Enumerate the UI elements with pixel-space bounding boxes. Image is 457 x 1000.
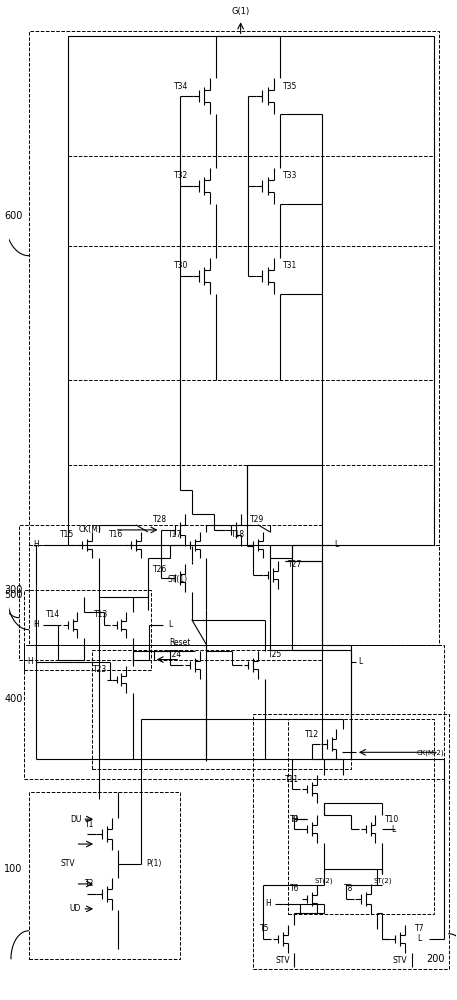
Text: 600: 600 [5, 211, 23, 221]
Text: G(1): G(1) [232, 7, 250, 16]
Text: T26: T26 [153, 565, 167, 574]
Text: T11: T11 [285, 775, 299, 784]
Bar [29, 792, 180, 959]
Text: T6: T6 [290, 884, 299, 893]
Text: STV: STV [393, 956, 407, 965]
Text: H: H [33, 620, 39, 629]
Text: H: H [265, 899, 271, 908]
Text: P(1): P(1) [146, 859, 161, 868]
Text: T9: T9 [290, 815, 299, 824]
Text: L: L [391, 825, 395, 834]
Text: Reset: Reset [170, 638, 191, 647]
Text: T34: T34 [174, 82, 188, 91]
Bar [287, 719, 434, 914]
Text: T10: T10 [385, 815, 399, 824]
Text: 200: 200 [426, 954, 445, 964]
Text: UD: UD [70, 904, 81, 913]
Text: T15: T15 [60, 530, 74, 539]
Text: T17: T17 [168, 530, 182, 539]
Text: T13: T13 [95, 610, 109, 619]
Text: T8: T8 [344, 884, 353, 893]
Bar [24, 645, 444, 779]
Text: T1: T1 [85, 820, 94, 829]
Text: L: L [168, 620, 172, 629]
Text: ST(2): ST(2) [373, 878, 392, 884]
Text: T16: T16 [109, 530, 123, 539]
Text: 100: 100 [5, 864, 23, 874]
Text: STV: STV [275, 956, 290, 965]
Text: T12: T12 [305, 730, 319, 739]
Bar [68, 36, 434, 545]
Bar [29, 545, 439, 645]
Text: CK(M-2): CK(M-2) [416, 749, 444, 756]
Text: T32: T32 [174, 171, 188, 180]
Text: T2: T2 [85, 879, 94, 888]
Text: ST(1): ST(1) [167, 575, 187, 584]
Text: L: L [334, 540, 339, 549]
Text: T24: T24 [168, 650, 182, 659]
Text: L: L [417, 934, 421, 943]
Text: T35: T35 [282, 82, 297, 91]
Text: T5: T5 [260, 924, 270, 933]
Text: DU: DU [70, 815, 81, 824]
Text: H: H [33, 540, 39, 549]
Text: T14: T14 [46, 610, 60, 619]
Bar [19, 525, 322, 660]
Text: T18: T18 [231, 530, 245, 539]
Text: H: H [292, 815, 297, 824]
Text: 300: 300 [5, 585, 23, 595]
Text: CK(M): CK(M) [79, 525, 102, 534]
Bar [24, 590, 151, 670]
Text: T23: T23 [92, 665, 107, 674]
Bar [92, 650, 351, 769]
Text: 400: 400 [5, 694, 23, 704]
Text: T7: T7 [414, 924, 424, 933]
Text: T25: T25 [268, 650, 282, 659]
Text: STV: STV [60, 859, 75, 868]
Text: T27: T27 [287, 560, 302, 569]
Text: T33: T33 [282, 171, 297, 180]
Bar [29, 31, 439, 545]
Text: H: H [28, 657, 33, 666]
Text: ST(2): ST(2) [314, 878, 333, 884]
Text: T28: T28 [153, 515, 167, 524]
Text: T30: T30 [174, 261, 188, 270]
Text: 500: 500 [4, 590, 23, 600]
Text: T31: T31 [282, 261, 297, 270]
Text: L: L [359, 657, 363, 666]
Text: T29: T29 [250, 515, 265, 524]
Bar [253, 714, 449, 969]
